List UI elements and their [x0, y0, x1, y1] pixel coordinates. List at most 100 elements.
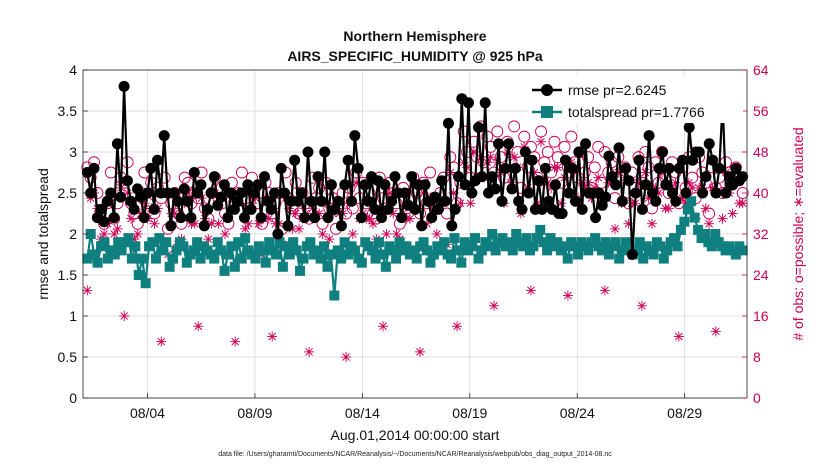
rmse-point [111, 138, 123, 150]
rmse-point [590, 212, 602, 224]
rmse-point [660, 179, 672, 191]
totalspread-point [631, 245, 642, 256]
obs-evaluated-marker [364, 213, 375, 224]
totalspread-point [658, 253, 669, 264]
rmse-point [315, 195, 327, 207]
obs-evaluated-marker [367, 218, 378, 229]
totalspread-point [154, 233, 165, 244]
rmse-point [121, 175, 133, 187]
rmse-point [141, 187, 153, 199]
rmse-point [573, 146, 585, 158]
rmse-point [205, 187, 217, 199]
rmse-point [737, 171, 749, 183]
totalspread-point [518, 241, 529, 252]
obs-evaluated-marker [552, 162, 563, 173]
totalspread-point [274, 237, 285, 248]
totalspread-point [662, 245, 673, 256]
obs-evaluated-marker [347, 229, 358, 239]
rmse-point [610, 179, 622, 191]
obs-evaluated-marker [112, 223, 123, 234]
totalspread-point [428, 249, 439, 260]
totalspread-point [356, 257, 367, 268]
rmse-point [549, 179, 561, 191]
axis-ticks: 08/04 08/09 08/14 08/19 08/24 08/29 0 0.5 1 1.5 2 2… [58, 62, 769, 421]
totalspread-point [528, 241, 539, 252]
totalspread-point [222, 249, 233, 260]
totalspread-point [682, 204, 693, 215]
obs-possible-marker [535, 125, 547, 138]
totalspread-point [102, 253, 113, 264]
rmse-point [499, 162, 511, 174]
rmse-point [536, 203, 548, 215]
rmse-point [439, 195, 451, 207]
obs-evaluated-marker [646, 218, 657, 229]
obs-possible-marker [686, 171, 699, 184]
totalspread-point [147, 237, 158, 248]
rmse-point [506, 183, 518, 195]
totalspread-point [542, 245, 553, 256]
totalspread-point [116, 245, 127, 256]
rmse-point [272, 228, 284, 240]
totalspread-point [600, 237, 611, 248]
rmse-point [466, 187, 478, 199]
rmse-point [463, 97, 475, 109]
totalspread-point [336, 253, 347, 264]
obs-evaluated-marker [452, 321, 463, 332]
totalspread-point [511, 229, 522, 239]
totalspread-point [693, 224, 704, 235]
obs-evaluated-marker [304, 346, 315, 357]
rmse-point [476, 171, 488, 183]
x-tick-label: 08/09 [237, 405, 272, 421]
obs-possible-marker [508, 120, 521, 133]
totalspread-point [391, 253, 402, 264]
totalspread-point [425, 257, 436, 268]
obs-possible-marker [541, 146, 554, 158]
rmse-point [459, 179, 471, 191]
rmse-point [215, 191, 227, 203]
totalspread-point [216, 245, 227, 256]
rmse-point [436, 175, 448, 187]
rmse-point [379, 179, 391, 191]
rmse-point [359, 179, 371, 191]
rmse-point [707, 154, 719, 166]
rmse-point [275, 162, 287, 174]
rmse-point [362, 195, 374, 207]
y-tick-label: 1 [69, 308, 77, 324]
rmse-point [342, 154, 354, 166]
rmse-point [473, 121, 485, 133]
totalspread-point [178, 241, 189, 252]
y-right-tick-label: 24 [753, 267, 769, 283]
totalspread-point [737, 245, 748, 256]
obs-evaluated-marker [109, 229, 120, 239]
totalspread-point [140, 278, 151, 289]
totalspread-point [672, 241, 683, 252]
rmse-point [713, 162, 725, 174]
totalspread-point [133, 270, 144, 280]
obs-evaluated-marker [737, 198, 748, 209]
totalspread-point [271, 249, 282, 260]
totalspread-point [219, 265, 230, 276]
rmse-point [636, 203, 648, 215]
rmse-point [158, 130, 170, 142]
totalspread-point [164, 261, 175, 272]
totalspread-point [686, 196, 697, 207]
y-right-tick-label: 64 [753, 62, 769, 78]
rmse-point [252, 179, 264, 191]
totalspread-point [535, 224, 546, 235]
totalspread-point [706, 241, 717, 252]
obs-evaluated-marker [599, 285, 610, 296]
totalspread-point [319, 241, 330, 252]
rmse-point [670, 195, 682, 207]
chart-title: Northern Hemisphere [343, 28, 486, 44]
totalspread-point [473, 253, 484, 264]
obs-evaluated-marker [294, 223, 305, 234]
rmse-point [663, 162, 675, 174]
obs-evaluated-marker [509, 152, 520, 163]
rmse-point [683, 121, 695, 133]
totalspread-point [288, 237, 299, 248]
obs-evaluated-marker [536, 136, 547, 147]
rmse-point [640, 179, 652, 191]
totalspread-point [487, 229, 498, 239]
totalspread-point [504, 237, 515, 248]
rmse-point [563, 187, 575, 199]
